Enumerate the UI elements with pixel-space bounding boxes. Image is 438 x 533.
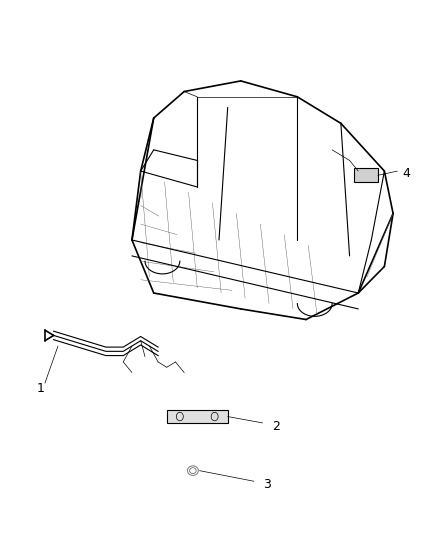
Text: 3: 3	[263, 479, 271, 491]
FancyBboxPatch shape	[354, 168, 378, 182]
Text: 4: 4	[402, 167, 410, 180]
Text: 1: 1	[37, 382, 45, 395]
Text: 2: 2	[272, 420, 279, 433]
FancyBboxPatch shape	[167, 410, 228, 423]
